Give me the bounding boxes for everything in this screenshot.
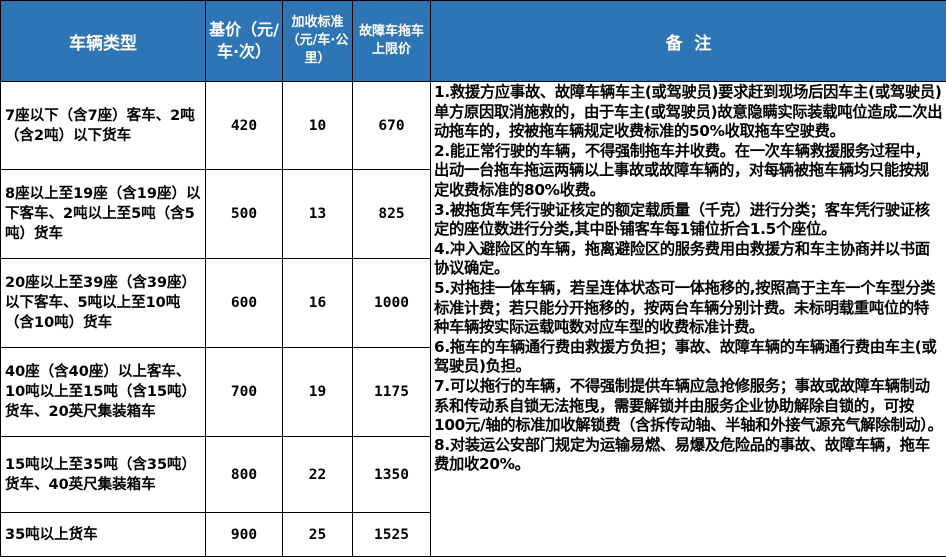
extra-rate-cell: 13 [282, 169, 353, 259]
table-row: 7座以下（含7座）客车、2吨（含2吨）以下货车 420 10 670 1.救援方… [0, 81, 946, 557]
vehicle-type-cell: 8座以上至19座（含19座）以下客车、2吨以上至5吨（含5吨）货车 [0, 169, 206, 259]
extra-rate-cell: 10 [282, 81, 353, 170]
header-base-price: 基价（元/车·次） [205, 0, 283, 82]
table-row: 40座（含40座）以上客车、10吨以上至15吨（含15吨）货车、20英尺集装箱车… [0, 347, 946, 437]
extra-rate-cell: 16 [282, 258, 353, 348]
limit-price-cell: 1000 [352, 258, 431, 348]
base-price-cell: 420 [205, 81, 283, 170]
vehicle-type-cell: 7座以下（含7座）客车、2吨（含2吨）以下货车 [0, 81, 206, 170]
table-row: 35吨以上货车 900 25 1525 [0, 512, 946, 557]
extra-rate-cell: 22 [282, 436, 353, 513]
header-limit-price: 故障车拖车上限价 [352, 0, 431, 82]
table-row: 20座以上至39座（含39座）以下客车、5吨以上至10吨（含10吨）货车 600… [0, 258, 946, 348]
limit-price-cell: 1525 [352, 512, 431, 557]
base-price-cell: 900 [205, 512, 283, 557]
limit-price-cell: 1175 [352, 347, 431, 437]
notes-cell: 1.救援方应事故、故障车辆车主(或驾驶员)要求赶到现场后因车主(或驾驶员)单方原… [430, 81, 946, 557]
note-item: 6.拖车的车辆通行费由救援方负担；事故、故障车辆的车辆通行费由车主(或驾驶员)负… [434, 337, 937, 376]
header-row: 车辆类型 基价（元/车·次） 加收标准（元/车·公里） 故障车拖车上限价 备 注 [0, 0, 946, 82]
vehicle-type-cell: 15吨以上至35吨（含35吨）货车、40英尺集装箱车 [0, 436, 206, 513]
base-price-cell: 600 [205, 258, 283, 348]
table-row: 15吨以上至35吨（含35吨）货车、40英尺集装箱车 800 22 1350 [0, 436, 946, 513]
extra-rate-cell: 19 [282, 347, 353, 437]
vehicle-type-cell: 40座（含40座）以上客车、10吨以上至15吨（含15吨）货车、20英尺集装箱车 [0, 347, 206, 437]
limit-price-cell: 670 [352, 81, 431, 170]
base-price-cell: 800 [205, 436, 283, 513]
extra-rate-cell: 25 [282, 512, 353, 557]
header-notes: 备 注 [430, 0, 946, 82]
header-vehicle-type: 车辆类型 [0, 0, 206, 82]
limit-price-cell: 825 [352, 169, 431, 259]
base-price-cell: 700 [205, 347, 283, 437]
base-price-cell: 500 [205, 169, 283, 259]
note-item: 5.对拖挂一体车辆，若呈连体状态可一体拖移的,按照高于主车一个车型分类标准计费；… [434, 278, 936, 337]
note-item: 3.被拖货车凭行驶证核定的额定载质量（千克）进行分类；客车凭行驶证核定的座位数进… [434, 200, 930, 239]
table-row: 8座以上至19座（含19座）以下客车、2吨以上至5吨（含5吨）货车 500 13… [0, 169, 946, 259]
note-item: 4.冲入避险区的车辆，拖离避险区的服务费用由救援方和车主协商并以书面协议确定。 [434, 239, 930, 278]
note-item: 7.可以拖行的车辆，不得强制提供车辆应急抢修服务；事故或故障车辆制动系和传动系自… [434, 376, 943, 435]
header-extra-rate: 加收标准（元/车·公里） [282, 0, 353, 82]
note-item: 8.对装运公安部门规定为运输易燃、易爆及危险品的事故、故障车辆，拖车费加收20%… [434, 435, 930, 474]
note-item: 2.能正常行驶的车辆，不得强制拖车并收费。在一次车辆救援服务过程中，出动一台拖车… [434, 141, 930, 199]
vehicle-type-cell: 35吨以上货车 [0, 512, 206, 557]
vehicle-type-cell: 20座以上至39座（含39座）以下客车、5吨以上至10吨（含10吨）货车 [0, 258, 206, 348]
note-item: 1.救援方应事故、故障车辆车主(或驾驶员)要求赶到现场后因车主(或驾驶员)单方原… [434, 83, 943, 141]
limit-price-cell: 1350 [352, 436, 431, 513]
